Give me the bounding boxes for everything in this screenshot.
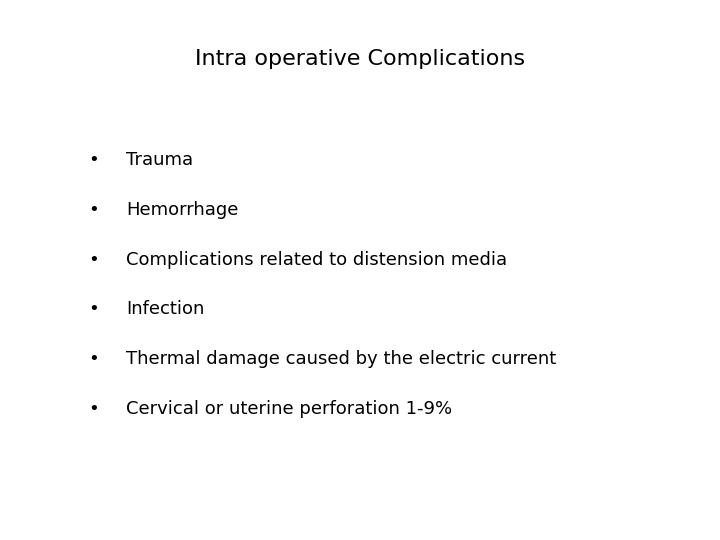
- Text: •: •: [89, 300, 99, 318]
- Text: •: •: [89, 151, 99, 169]
- Text: Trauma: Trauma: [126, 151, 193, 169]
- Text: Intra operative Complications: Intra operative Complications: [195, 49, 525, 69]
- Text: •: •: [89, 251, 99, 268]
- Text: Cervical or uterine perforation 1-9%: Cervical or uterine perforation 1-9%: [126, 400, 452, 417]
- Text: Complications related to distension media: Complications related to distension medi…: [126, 251, 507, 268]
- Text: Hemorrhage: Hemorrhage: [126, 201, 238, 219]
- Text: •: •: [89, 201, 99, 219]
- Text: Infection: Infection: [126, 300, 204, 318]
- Text: Thermal damage caused by the electric current: Thermal damage caused by the electric cu…: [126, 350, 557, 368]
- Text: •: •: [89, 400, 99, 417]
- Text: •: •: [89, 350, 99, 368]
